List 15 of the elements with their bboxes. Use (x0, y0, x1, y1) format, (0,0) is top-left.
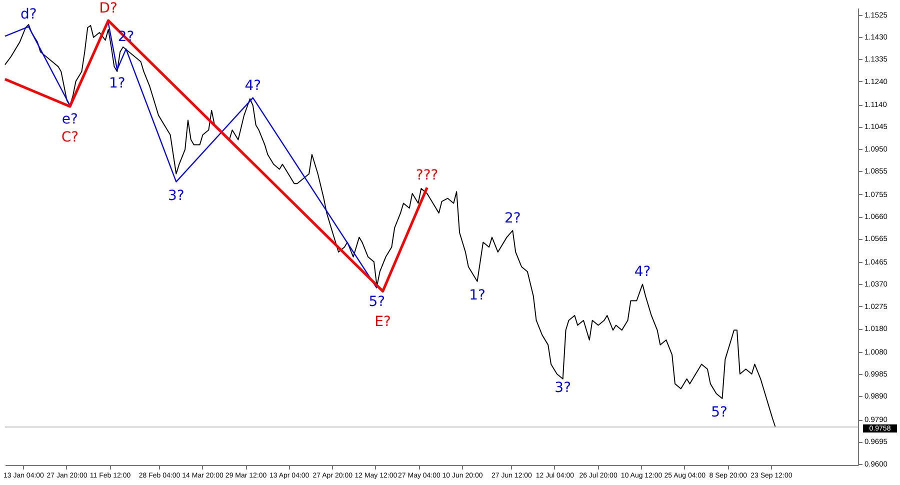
annotation: 3? (554, 380, 572, 396)
annotation: 4? (244, 78, 262, 94)
annotation: D? (99, 0, 118, 17)
annotation: e? (62, 112, 78, 128)
annotation: 5? (711, 404, 728, 421)
annotation: 1? (108, 76, 126, 92)
annotation: C? (61, 129, 79, 146)
annotation: 2? (504, 210, 521, 227)
annotation: 5? (368, 294, 386, 310)
annotation: d? (20, 6, 37, 23)
annotation: 4? (634, 264, 651, 280)
annotation: 1? (469, 287, 486, 304)
annotation: ??? (416, 168, 438, 184)
annotation: E? (374, 314, 391, 330)
annotation: 3? (168, 188, 184, 204)
